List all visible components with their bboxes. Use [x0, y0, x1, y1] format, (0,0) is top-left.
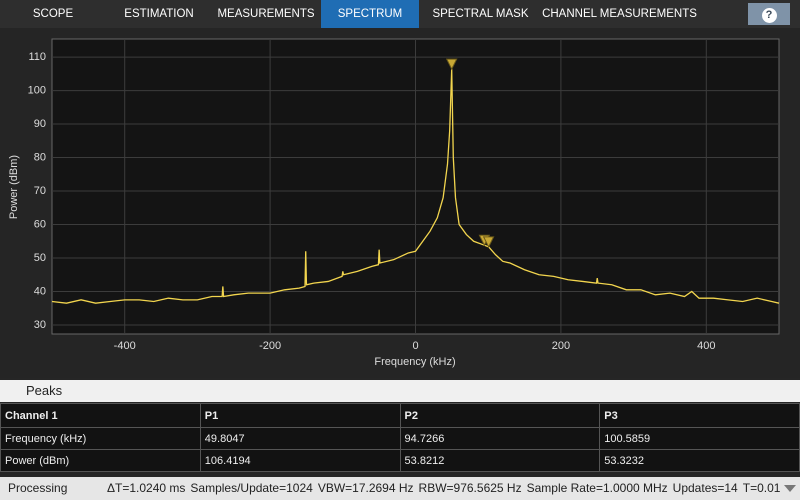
tab[interactable]: ESTIMATION	[124, 8, 194, 20]
status-bar: Processing ΔT=1.0240 ms Samples/Update=102…	[0, 477, 800, 500]
peak-marker	[445, 58, 458, 71]
tab[interactable]: SCOPE	[32, 8, 74, 20]
y-tick-label: 90	[34, 118, 46, 130]
table-cell: 94.7266	[399, 427, 601, 450]
x-tick-label: 200	[552, 340, 570, 352]
tab-bar: SCOPE ESTIMATION MEASUREMENTS SPECTRUM SPECT…	[0, 0, 800, 28]
x-tick-label: 0	[412, 340, 418, 352]
y-tick-label: 50	[34, 252, 46, 264]
help-icon[interactable]: ?	[761, 8, 777, 23]
x-axis-label: Frequency (kHz)	[374, 356, 455, 368]
column-header: P2	[399, 403, 601, 428]
y-tick-label: 80	[34, 151, 46, 163]
y-tick-label: 70	[34, 185, 46, 197]
tab[interactable]: CHANNEL MEASUREMENTS	[542, 8, 697, 20]
status-item: VBW=17.2694 Hz	[317, 481, 414, 495]
peaks-table: Channel 1 P1 P2 P3 Frequency (kHz) 49.8047 94.…	[0, 403, 800, 472]
peaks-title: Peaks	[26, 383, 63, 398]
table-cell: 100.5859	[599, 427, 800, 450]
y-tick-label: 40	[34, 285, 46, 297]
x-tick-label: 400	[697, 340, 715, 352]
tab[interactable]: MEASUREMENTS	[217, 8, 315, 20]
status-item: ΔT=1.0240 ms	[107, 481, 186, 495]
row-label: Frequency (kHz)	[0, 427, 201, 450]
column-header: P1	[199, 403, 401, 428]
table-cell: 53.8212	[399, 449, 601, 472]
y-tick-label: 110	[28, 51, 46, 63]
help-button[interactable]: ?	[748, 3, 790, 25]
column-header: P3	[599, 403, 800, 428]
tab[interactable]: SPECTRAL MASK	[432, 8, 529, 20]
status-item: RBW=976.5625 Hz	[418, 481, 522, 495]
status-item: Samples/Update=1024	[190, 481, 313, 495]
table-header-row: Channel 1 P1 P2 P3	[0, 403, 800, 428]
row-label: Power (dBm)	[0, 449, 201, 472]
spectrum-line	[51, 69, 780, 304]
tab[interactable]: SPECTRUM	[321, 0, 419, 28]
peaks-header: Peaks	[0, 380, 800, 402]
x-tick-label: -400	[114, 340, 136, 352]
status-item: T=0.01	[742, 481, 781, 495]
table-row: Power (dBm) 106.4194 53.8212 53.3232	[0, 449, 800, 472]
table-cell: 106.4194	[199, 449, 401, 472]
status-item: Processing	[8, 481, 68, 495]
y-tick-label: 30	[34, 319, 46, 331]
y-tick-label: 100	[28, 84, 46, 96]
status-item: Sample Rate=1.0000 MHz	[526, 481, 668, 495]
status-dropdown[interactable]	[784, 485, 796, 492]
column-header: Channel 1	[0, 403, 201, 428]
table-cell: 53.3232	[599, 449, 800, 472]
table-row: Frequency (kHz) 49.8047 94.7266 100.5859	[0, 427, 800, 450]
table-cell: 49.8047	[199, 427, 401, 450]
y-axis-label: Power (dBm)	[8, 155, 20, 219]
peak-marker	[482, 236, 495, 248]
x-tick-label: -200	[259, 340, 281, 352]
y-tick-label: 60	[34, 218, 46, 230]
spectrum-chart: Frequency (kHz) Power (dBm) 30 40 50 60 70 80…	[0, 28, 800, 378]
status-item: Updates=14	[672, 481, 738, 495]
